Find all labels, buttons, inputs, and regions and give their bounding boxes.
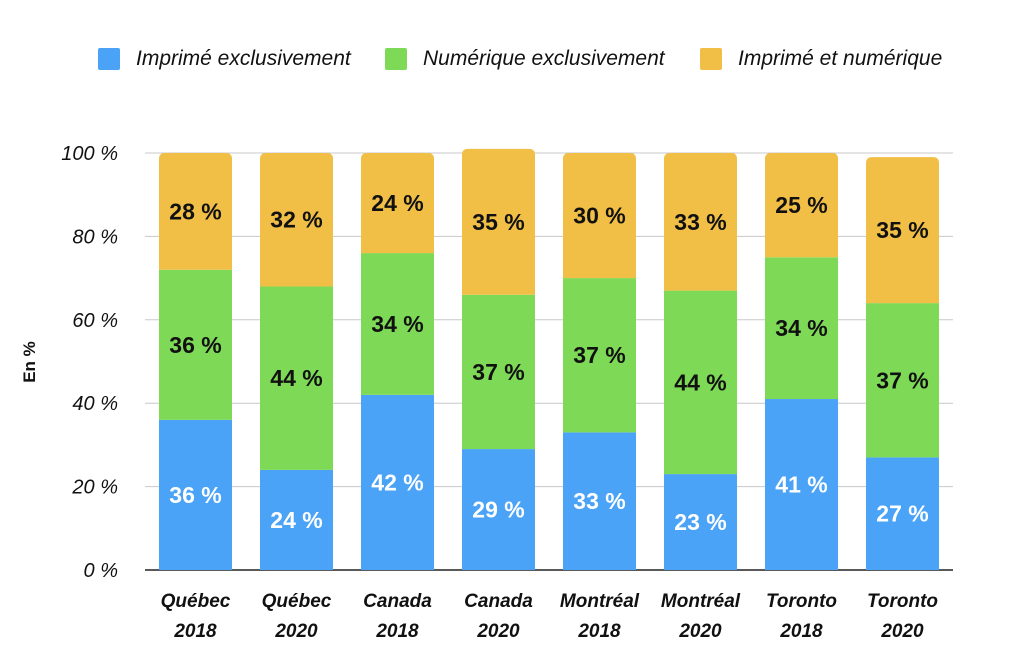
data-label-print-and-digital: 32 % xyxy=(270,207,322,233)
y-tick-label: 40 % xyxy=(72,393,118,415)
y-tick-label: 80 % xyxy=(72,226,118,248)
data-label-digital-only: 44 % xyxy=(270,365,322,391)
bar-segment-print-and-digital xyxy=(866,157,939,304)
x-tick-label: 2020 xyxy=(274,621,318,642)
data-label-print-and-digital: 24 % xyxy=(371,190,423,216)
x-tick-label: Toronto xyxy=(867,591,938,612)
x-tick-label: 2018 xyxy=(779,621,823,642)
bars: 36 % 36 % 28 % 24 % 44 % 32 % 42 % 34 % 24 % 29 %… xyxy=(159,148,939,570)
bar-segment-print-only xyxy=(462,449,535,570)
data-label-digital-only: 36 % xyxy=(169,332,221,358)
legend-label-digital-only: Numérique exclusivement xyxy=(423,47,665,70)
bar-segment-print-and-digital xyxy=(563,153,636,279)
bar-segment-digital-only xyxy=(462,294,535,450)
x-tick-label: Toronto xyxy=(766,591,837,612)
data-label-print-only: 42 % xyxy=(371,469,423,495)
legend-label-print-only: Imprimé exclusivement xyxy=(136,47,351,70)
x-tick-label: 2018 xyxy=(173,621,217,642)
bar-stack: 29 % 37 % 35 % xyxy=(462,148,535,570)
bar-segment-print-only xyxy=(260,469,333,570)
legend-swatch-print-only xyxy=(98,48,120,70)
bar-stack: 41 % 34 % 25 % xyxy=(765,153,838,570)
bar-segment-print-and-digital xyxy=(361,153,434,254)
x-tick-label: 2020 xyxy=(476,621,520,642)
y-tick-label: 0 % xyxy=(84,560,118,582)
legend-swatch-digital-only xyxy=(385,48,407,70)
x-tick-label: 2018 xyxy=(577,621,621,642)
bar-segment-print-only xyxy=(664,474,737,570)
data-label-digital-only: 34 % xyxy=(371,311,423,337)
bar-segment-digital-only xyxy=(664,290,737,475)
data-label-digital-only: 37 % xyxy=(472,359,524,385)
legend: Imprimé exclusivement Numérique exclusiv… xyxy=(0,44,1018,74)
y-axis-ticks: 0 % 20 % 40 % 60 % 80 % 100 % xyxy=(61,143,118,582)
data-label-print-and-digital: 28 % xyxy=(169,198,221,224)
data-label-digital-only: 37 % xyxy=(573,342,625,368)
bar-stack: 27 % 37 % 35 % xyxy=(866,157,939,570)
data-label-print-and-digital: 35 % xyxy=(876,217,928,243)
x-tick-label: 2020 xyxy=(678,621,722,642)
data-label-print-only: 23 % xyxy=(674,509,726,535)
data-label-print-only: 29 % xyxy=(472,497,524,523)
x-tick-label: Montréal xyxy=(560,591,640,612)
data-label-print-only: 33 % xyxy=(573,488,625,514)
bar-segment-digital-only xyxy=(866,303,939,458)
bar-segment-print-only xyxy=(361,394,434,570)
legend-swatch-print-and-digital xyxy=(700,48,722,70)
x-tick-label: Canada xyxy=(363,591,432,612)
x-tick-label: Québec xyxy=(262,591,332,612)
legend-item-digital-only: Numérique exclusivement xyxy=(385,44,665,74)
data-label-digital-only: 37 % xyxy=(876,367,928,393)
legend-label-print-and-digital: Imprimé et numérique xyxy=(738,47,943,70)
y-tick-label: 20 % xyxy=(71,477,118,499)
y-axis-label: En % xyxy=(20,341,39,383)
legend-item-print-and-digital: Imprimé et numérique xyxy=(700,44,942,74)
y-tick-label: 60 % xyxy=(72,310,118,332)
bar-segment-digital-only xyxy=(765,257,838,400)
bar-segment-print-and-digital xyxy=(462,148,535,295)
bar-stack: 24 % 44 % 32 % xyxy=(260,153,333,570)
bar-segment-print-only xyxy=(866,457,939,570)
data-label-print-and-digital: 30 % xyxy=(573,203,625,229)
bar-stack: 33 % 37 % 30 % xyxy=(563,153,636,570)
y-tick-label: 100 % xyxy=(61,143,118,165)
x-tick-label: Montréal xyxy=(661,591,741,612)
data-label-print-and-digital: 33 % xyxy=(674,209,726,235)
bar-segment-print-and-digital xyxy=(664,153,737,291)
bar-segment-print-only xyxy=(563,432,636,570)
data-label-digital-only: 44 % xyxy=(674,369,726,395)
x-axis-ticks: Québec 2018 Québec 2020 Canada 2018 Canada 2020… xyxy=(161,591,938,642)
bar-segment-print-only xyxy=(765,399,838,570)
x-tick-label: Québec xyxy=(161,591,231,612)
bar-segment-digital-only xyxy=(260,286,333,470)
bar-segment-print-and-digital xyxy=(260,153,333,287)
data-label-print-only: 41 % xyxy=(775,472,827,498)
data-label-print-and-digital: 25 % xyxy=(775,192,827,218)
data-label-print-only: 36 % xyxy=(169,482,221,508)
data-label-digital-only: 34 % xyxy=(775,315,827,341)
bar-stack: 42 % 34 % 24 % xyxy=(361,153,434,570)
bar-segment-digital-only xyxy=(159,269,232,420)
bar-segment-print-and-digital xyxy=(765,153,838,258)
x-tick-label: 2020 xyxy=(880,621,924,642)
bar-segment-print-only xyxy=(159,419,232,570)
data-label-print-only: 27 % xyxy=(876,501,928,527)
legend-item-print-only: Imprimé exclusivement xyxy=(98,44,351,74)
bar-segment-digital-only xyxy=(563,278,636,433)
bar-stack: 36 % 36 % 28 % xyxy=(159,153,232,570)
data-label-print-only: 24 % xyxy=(270,507,322,533)
bar-segment-print-and-digital xyxy=(159,153,232,270)
x-tick-label: Canada xyxy=(464,591,533,612)
bar-segment-digital-only xyxy=(361,253,434,395)
x-tick-label: 2018 xyxy=(375,621,419,642)
bar-stack: 23 % 44 % 33 % xyxy=(664,153,737,570)
data-label-print-and-digital: 35 % xyxy=(472,209,524,235)
